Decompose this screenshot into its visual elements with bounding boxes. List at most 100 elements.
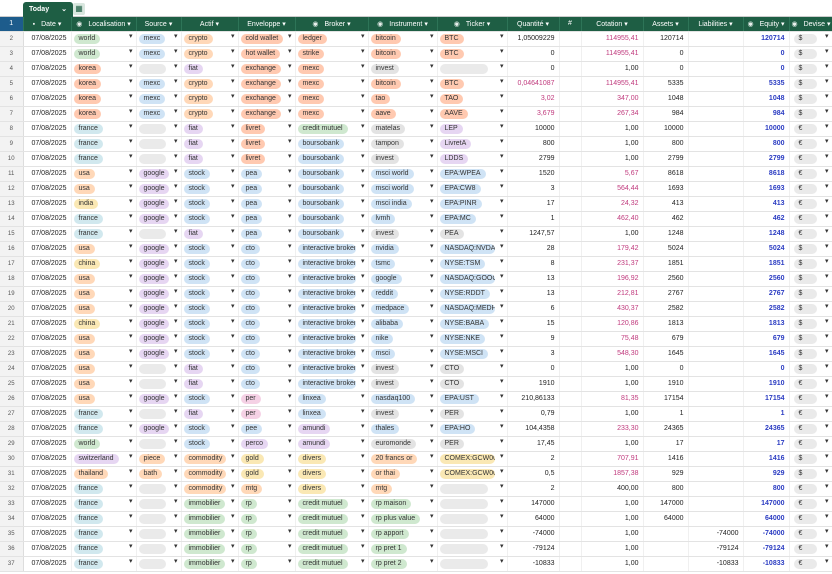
localisation-header[interactable]: ◉ Localisation ▾ [71, 17, 137, 32]
chevron-down-icon[interactable]: ▾ [781, 20, 785, 28]
date-cell[interactable]: 07/08/2025 [23, 136, 72, 152]
date-cell[interactable]: 07/08/2025 [23, 46, 72, 62]
row-number[interactable]: 28 [0, 421, 24, 437]
quantite-cell[interactable]: 1 [507, 211, 560, 227]
date-cell[interactable]: 07/08/2025 [23, 406, 72, 422]
assets-cell[interactable]: 1645 [643, 346, 689, 362]
date-cell[interactable]: 07/08/2025 [23, 541, 72, 557]
cotation-cell[interactable]: 120,86 [581, 316, 644, 332]
quantite-cell[interactable]: 0 [507, 61, 560, 77]
quantite-cell[interactable]: 10000 [507, 121, 560, 137]
source-cell[interactable] [136, 541, 182, 557]
row-number[interactable]: 20 [0, 301, 24, 317]
localisation-cell[interactable]: france [71, 121, 137, 137]
broker-cell[interactable]: interactive broker [295, 361, 369, 377]
localisation-cell[interactable]: korea [71, 91, 137, 107]
enveloppe-cell[interactable]: cto [238, 256, 296, 272]
cotation-cell[interactable]: 212,81 [581, 286, 644, 302]
row-number[interactable]: 4 [0, 61, 24, 77]
broker-cell[interactable]: divers [295, 451, 369, 467]
source-cell[interactable] [136, 481, 182, 497]
equity-cell[interactable]: 2582 [743, 301, 790, 317]
assets-cell[interactable]: 8618 [643, 166, 689, 182]
quantite-cell[interactable]: 0 [507, 46, 560, 62]
devise-cell[interactable]: € [789, 406, 832, 422]
hash-cell[interactable] [559, 466, 582, 482]
chevron-down-icon[interactable]: ▾ [624, 20, 628, 28]
devise-cell[interactable]: $ [789, 76, 832, 92]
liabilities-cell[interactable] [688, 346, 744, 362]
quantite-cell[interactable]: 28 [507, 241, 560, 257]
ticker-cell[interactable]: EPA:CW8 [437, 181, 508, 197]
instrument-cell[interactable]: invest [368, 61, 438, 77]
instrument-cell[interactable]: bitcoin [368, 76, 438, 92]
enveloppe-cell[interactable]: cto [238, 271, 296, 287]
actif-cell[interactable]: stock [181, 421, 239, 437]
devise-cell[interactable]: $ [789, 286, 832, 302]
actif-cell[interactable]: immobilier [181, 556, 239, 572]
enveloppe-cell[interactable]: cto [238, 286, 296, 302]
source-cell[interactable] [136, 436, 182, 452]
source-cell[interactable]: google [136, 256, 182, 272]
source-cell[interactable]: google [136, 391, 182, 407]
row-number[interactable]: 22 [0, 331, 24, 347]
devise-cell[interactable]: $ [789, 31, 832, 47]
cotation-cell[interactable]: 430,37 [581, 301, 644, 317]
quantite-cell[interactable]: 210,86133 [507, 391, 560, 407]
enveloppe-cell[interactable]: rp [238, 556, 296, 572]
source-cell[interactable]: mexc [136, 76, 182, 92]
hash-cell[interactable] [559, 61, 582, 77]
broker-cell[interactable]: interactive broker [295, 331, 369, 347]
date-cell[interactable]: 07/08/2025 [23, 526, 72, 542]
hash-cell[interactable] [559, 451, 582, 467]
cotation-cell[interactable]: 267,34 [581, 106, 644, 122]
cotation-cell[interactable]: 233,30 [581, 421, 644, 437]
equity-cell[interactable]: 0 [743, 46, 790, 62]
row-number[interactable]: 33 [0, 496, 24, 512]
instrument-cell[interactable]: bitcoin [368, 31, 438, 47]
instrument-cell[interactable]: msci india [368, 196, 438, 212]
instrument-cell[interactable]: lvmh [368, 211, 438, 227]
row-number[interactable]: 13 [0, 196, 24, 212]
assets-cell[interactable]: 2560 [643, 271, 689, 287]
assets-cell[interactable]: 0 [643, 46, 689, 62]
devise-header[interactable]: ◉ Devise ▾ [789, 17, 832, 32]
equity-cell[interactable]: 5024 [743, 241, 790, 257]
date-cell[interactable]: 07/08/2025 [23, 211, 72, 227]
devise-cell[interactable]: $ [789, 91, 832, 107]
date-cell[interactable]: 07/08/2025 [23, 286, 72, 302]
date-cell[interactable]: 07/08/2025 [23, 331, 72, 347]
source-cell[interactable]: google [136, 271, 182, 287]
date-cell[interactable]: 07/08/2025 [23, 481, 72, 497]
source-cell[interactable]: google [136, 196, 182, 212]
ticker-cell[interactable]: NASDAQ:GOOG [437, 271, 508, 287]
date-cell[interactable]: 07/08/2025 [23, 466, 72, 482]
localisation-cell[interactable]: france [71, 496, 137, 512]
devise-cell[interactable]: € [789, 121, 832, 137]
devise-cell[interactable]: $ [789, 301, 832, 317]
ticker-cell[interactable]: PEA [437, 226, 508, 242]
cotation-cell[interactable]: 1,00 [581, 541, 644, 557]
cotation-cell[interactable]: 5,67 [581, 166, 644, 182]
quantite-cell[interactable]: 17,45 [507, 436, 560, 452]
actif-cell[interactable]: immobilier [181, 541, 239, 557]
devise-cell[interactable]: $ [789, 106, 832, 122]
localisation-cell[interactable]: france [71, 226, 137, 242]
devise-cell[interactable]: $ [789, 46, 832, 62]
enveloppe-cell[interactable]: perco [238, 436, 296, 452]
localisation-cell[interactable]: world [71, 436, 137, 452]
liabilities-cell[interactable] [688, 241, 744, 257]
broker-cell[interactable]: ledger [295, 31, 369, 47]
hash-cell[interactable] [559, 166, 582, 182]
broker-cell[interactable]: boursobank [295, 151, 369, 167]
date-cell[interactable]: 07/08/2025 [23, 436, 72, 452]
assets-cell[interactable]: 5024 [643, 241, 689, 257]
enveloppe-cell[interactable]: pea [238, 196, 296, 212]
